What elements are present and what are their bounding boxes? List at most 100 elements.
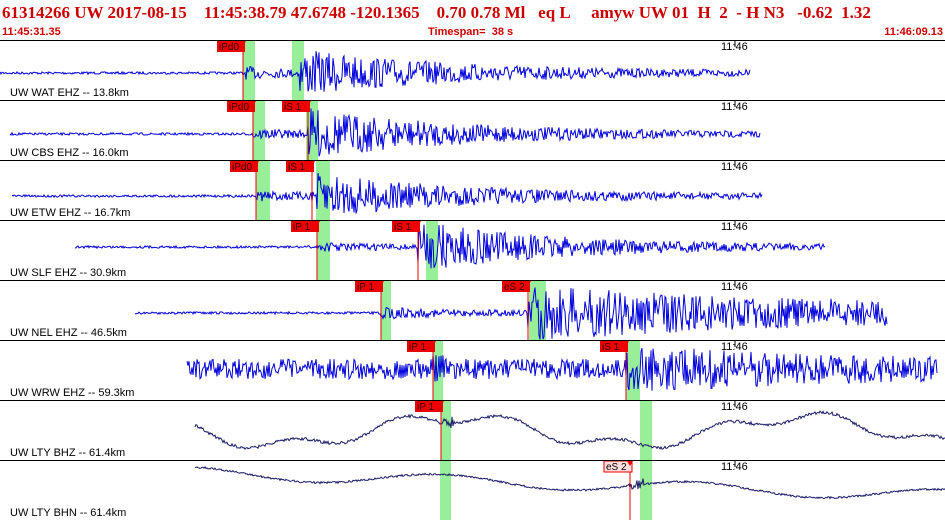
- extra-2: 1.32: [841, 3, 871, 22]
- trace-plot: iP 1 eS 2: [134, 281, 888, 340]
- gap-flag: H: [697, 3, 711, 22]
- pick-label: iPd0: [229, 102, 249, 113]
- pick-window: [253, 101, 265, 160]
- trace-panel[interactable]: iP 1 iS 1 11:46 UW WRW EHZ -- 59.3km: [0, 340, 945, 400]
- analyst: amyw: [591, 3, 635, 22]
- origin-time: 11:45:38.79: [203, 3, 287, 22]
- trace-plot: iP 1 iS 1: [74, 221, 826, 280]
- pick-label-box[interactable]: [415, 401, 443, 412]
- pick-label-box[interactable]: [291, 221, 319, 232]
- pick-window: [256, 161, 270, 220]
- trace-plot: eS 2: [194, 461, 945, 520]
- minute-label: 11:46: [721, 221, 748, 233]
- pick-label-box[interactable]: [407, 341, 435, 352]
- minute-label: 11:46: [721, 41, 748, 53]
- trace-panel[interactable]: iPd0 11:46 UW WAT EHZ -- 13.8km: [0, 40, 945, 100]
- trace-panel[interactable]: iPd0 iS 1 11:46 UW ETW EHZ -- 16.7km: [0, 160, 945, 220]
- waveform-trace: [134, 287, 888, 340]
- pick-marker: [430, 341, 436, 346]
- pick-label-box[interactable]: [286, 161, 314, 172]
- pick-label-box[interactable]: [230, 161, 258, 172]
- station-label: UW NEL EHZ -- 46.5km: [10, 327, 127, 339]
- trace-plot: iP 1: [194, 401, 945, 460]
- minute-label: 11:46: [721, 101, 748, 113]
- station-label: UW WRW EHZ -- 59.3km: [10, 387, 135, 399]
- pick-label: eS 2: [504, 282, 525, 293]
- waveform-trace: [0, 51, 751, 92]
- event-summary-line: 61314266 UW 2017-08-15 11:45:38.79 47.67…: [2, 3, 945, 25]
- station-label: UW LTY BHN -- 61.4km: [10, 507, 127, 519]
- pick-marker: [253, 161, 259, 166]
- pick-label: iP 1: [417, 402, 434, 413]
- pick-label-box[interactable]: [600, 341, 628, 352]
- pick-label: iP 1: [357, 282, 374, 293]
- pick-marker: [415, 221, 421, 226]
- pick-window: [292, 41, 304, 100]
- timespan: Timespan= 38 s: [428, 26, 513, 38]
- station-label: UW WAT EHZ -- 13.8km: [10, 87, 129, 99]
- trace-panel[interactable]: iP 1 eS 2 11:46 UW NEL EHZ -- 46.5km: [0, 280, 945, 340]
- minute-label: 11:46: [721, 461, 748, 473]
- waveform-trace: [9, 108, 761, 157]
- event-id: 61314266: [2, 3, 70, 22]
- minute-label: 11:46: [721, 161, 748, 173]
- waveform-trace: [194, 466, 945, 500]
- field-2: 2: [719, 3, 728, 22]
- pick-label: iPd0: [232, 162, 252, 173]
- start-time: 11:45:31.35: [2, 26, 61, 38]
- trace-panel[interactable]: iP 1 11:46 UW LTY BHZ -- 61.4km: [0, 400, 945, 460]
- source: UW: [638, 3, 668, 22]
- seismogram-panels: iPd0 11:46 UW WAT EHZ -- 13.8km iPd0 iS 1 11:…: [0, 40, 945, 520]
- minute-label: 11:46: [721, 401, 748, 413]
- event-type: eq: [538, 3, 556, 22]
- trace-plot: iP 1 iS 1: [186, 341, 938, 400]
- depth: 0.70: [436, 3, 467, 22]
- station-label: UW LTY BHZ -- 61.4km: [10, 447, 126, 459]
- magnitude: 0.78: [470, 3, 501, 22]
- pick-marker: [309, 161, 315, 166]
- event-status: L: [559, 3, 570, 22]
- longitude: -120.1365: [350, 3, 420, 22]
- timespan-label: Timespan=: [428, 26, 486, 38]
- end-time: 11:46:09.13: [884, 26, 943, 38]
- trace-panel[interactable]: iP 1 iS 1 11:46 UW SLF EHZ -- 30.9km: [0, 220, 945, 280]
- event-header: 61314266 UW 2017-08-15 11:45:38.79 47.67…: [0, 0, 945, 40]
- pick-marker: [525, 281, 531, 286]
- pick-label-box[interactable]: [282, 101, 310, 112]
- trace-panel[interactable]: iPd0 iS 1 11:46 UW CBS EHZ -- 16.0km: [0, 100, 945, 160]
- event-date: 2017-08-15: [107, 3, 187, 22]
- pick-label: iS 1: [288, 162, 306, 173]
- trace-panel[interactable]: eS 2 11:46 UW LTY BHN -- 61.4km: [0, 460, 945, 520]
- pick-marker: [623, 341, 629, 346]
- pick-label-box[interactable]: [502, 281, 530, 292]
- pick-window: [441, 401, 451, 460]
- pick-label-box[interactable]: [355, 281, 383, 292]
- pick-window: [317, 221, 330, 280]
- pick-window: [440, 461, 451, 520]
- timespan-value: 38 s: [491, 26, 514, 38]
- pick-label-box[interactable]: [217, 41, 245, 52]
- pick-label-box[interactable]: [227, 101, 255, 112]
- pick-marker: [305, 101, 311, 106]
- station-label: UW CBS EHZ -- 16.0km: [10, 147, 129, 159]
- pick-window: [640, 401, 652, 460]
- pick-marker: [314, 221, 320, 226]
- dash: -: [736, 3, 742, 22]
- trace-plot: iPd0 iS 1: [9, 101, 761, 160]
- pick-label: iS 1: [284, 102, 302, 113]
- waveform-trace: [11, 173, 763, 214]
- trace-plot: iPd0: [0, 41, 751, 100]
- magnitude-type: Ml: [504, 3, 526, 22]
- pick-label-box[interactable]: [392, 221, 420, 232]
- event-network: UW: [74, 3, 104, 22]
- station-label: UW ETW EHZ -- 16.7km: [10, 207, 131, 219]
- pick-label: iPd0: [219, 42, 239, 53]
- trace-plot: iPd0 iS 1: [11, 161, 763, 220]
- pick-label: iP 1: [293, 222, 310, 233]
- station-label: UW SLF EHZ -- 30.9km: [10, 267, 127, 279]
- minute-label: 11:46: [721, 281, 748, 293]
- waveform-trace: [74, 224, 826, 269]
- pick-label-box[interactable]: [603, 461, 633, 473]
- pick-marker: [378, 281, 384, 286]
- pick-window: [640, 461, 652, 520]
